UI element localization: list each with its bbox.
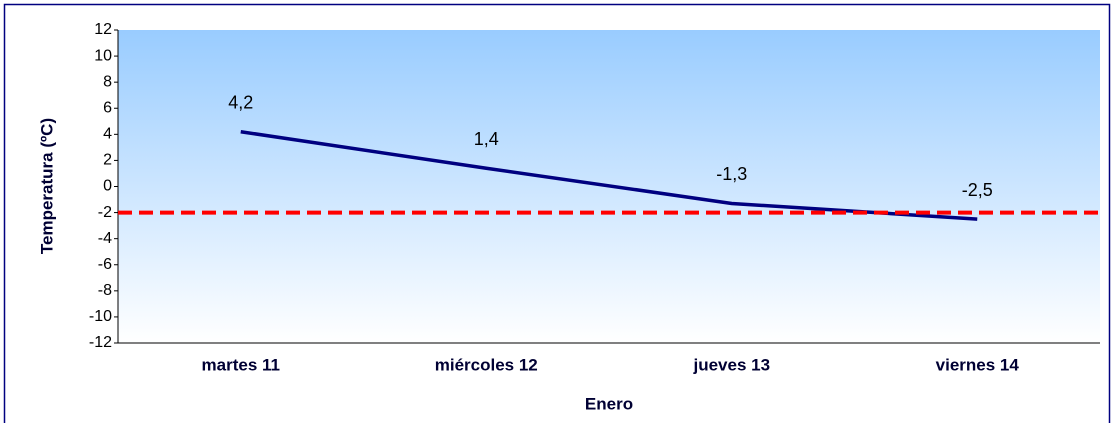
x-tick-label: miércoles 12 xyxy=(435,355,538,374)
x-tick-label: martes 11 xyxy=(202,355,280,374)
y-tick-label: 2 xyxy=(103,152,112,169)
y-tick-label: 6 xyxy=(103,99,112,116)
x-tick-label: viernes 14 xyxy=(936,355,1020,374)
y-tick-label: -10 xyxy=(89,308,112,325)
y-tick-label: -6 xyxy=(98,256,112,273)
x-axis-title: Enero xyxy=(585,394,633,413)
y-tick-label: 0 xyxy=(103,178,112,195)
y-tick-label: 12 xyxy=(94,21,112,38)
x-tick-label: jueves 13 xyxy=(692,355,770,374)
y-tick-label: 4 xyxy=(103,126,112,143)
value-label: 4,2 xyxy=(228,92,253,112)
y-axis-title: Temperatura (ºC) xyxy=(37,118,56,254)
value-label: 1,4 xyxy=(474,129,499,149)
value-label: -2,5 xyxy=(962,180,993,200)
y-tick-label: -8 xyxy=(98,282,112,299)
y-tick-label: -12 xyxy=(89,334,112,351)
y-tick-label: -2 xyxy=(98,204,112,221)
y-tick-label: 10 xyxy=(94,47,112,64)
value-label: -1,3 xyxy=(716,164,747,184)
y-tick-label: -4 xyxy=(98,230,112,247)
y-tick-label: 8 xyxy=(103,73,112,90)
